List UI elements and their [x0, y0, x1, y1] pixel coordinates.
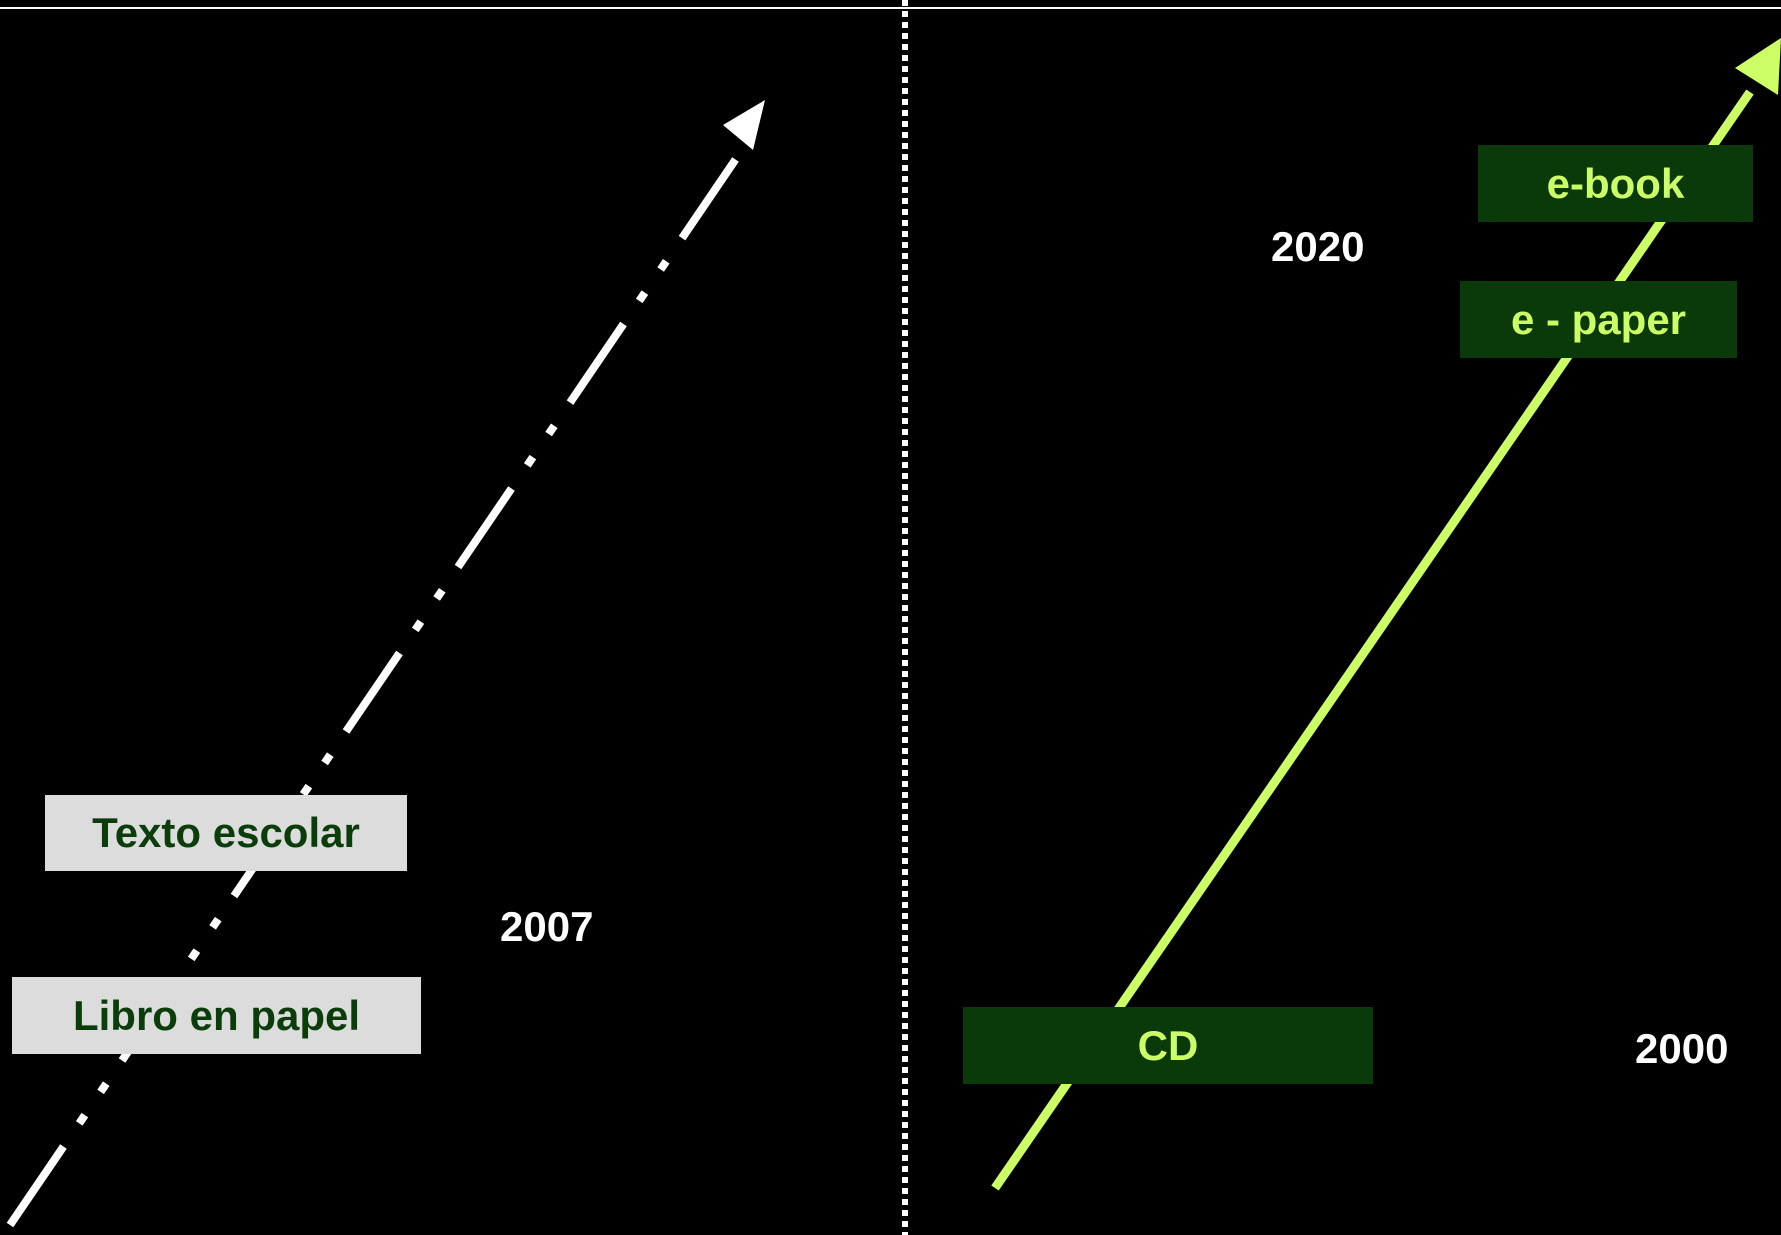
- right-arrowhead: [1735, 38, 1781, 95]
- year-2020: 2020: [1271, 223, 1365, 270]
- left-arrow: [6, 100, 765, 1228]
- label-school-text: Texto escolar: [45, 795, 407, 871]
- label-e-book: e-book: [1478, 145, 1753, 222]
- right-arrow-shaft: [991, 89, 1754, 1191]
- label-e-paper: e - paper: [1460, 281, 1737, 358]
- label-paper-book: Libro en papel: [12, 977, 421, 1054]
- year-2000: 2000: [1635, 1025, 1729, 1072]
- right-arrow: [991, 38, 1781, 1191]
- left-arrow-shaft: [6, 147, 746, 1228]
- left-arrowhead: [723, 100, 765, 150]
- label-cd: CD: [963, 1007, 1373, 1084]
- year-2007: 2007: [500, 903, 594, 950]
